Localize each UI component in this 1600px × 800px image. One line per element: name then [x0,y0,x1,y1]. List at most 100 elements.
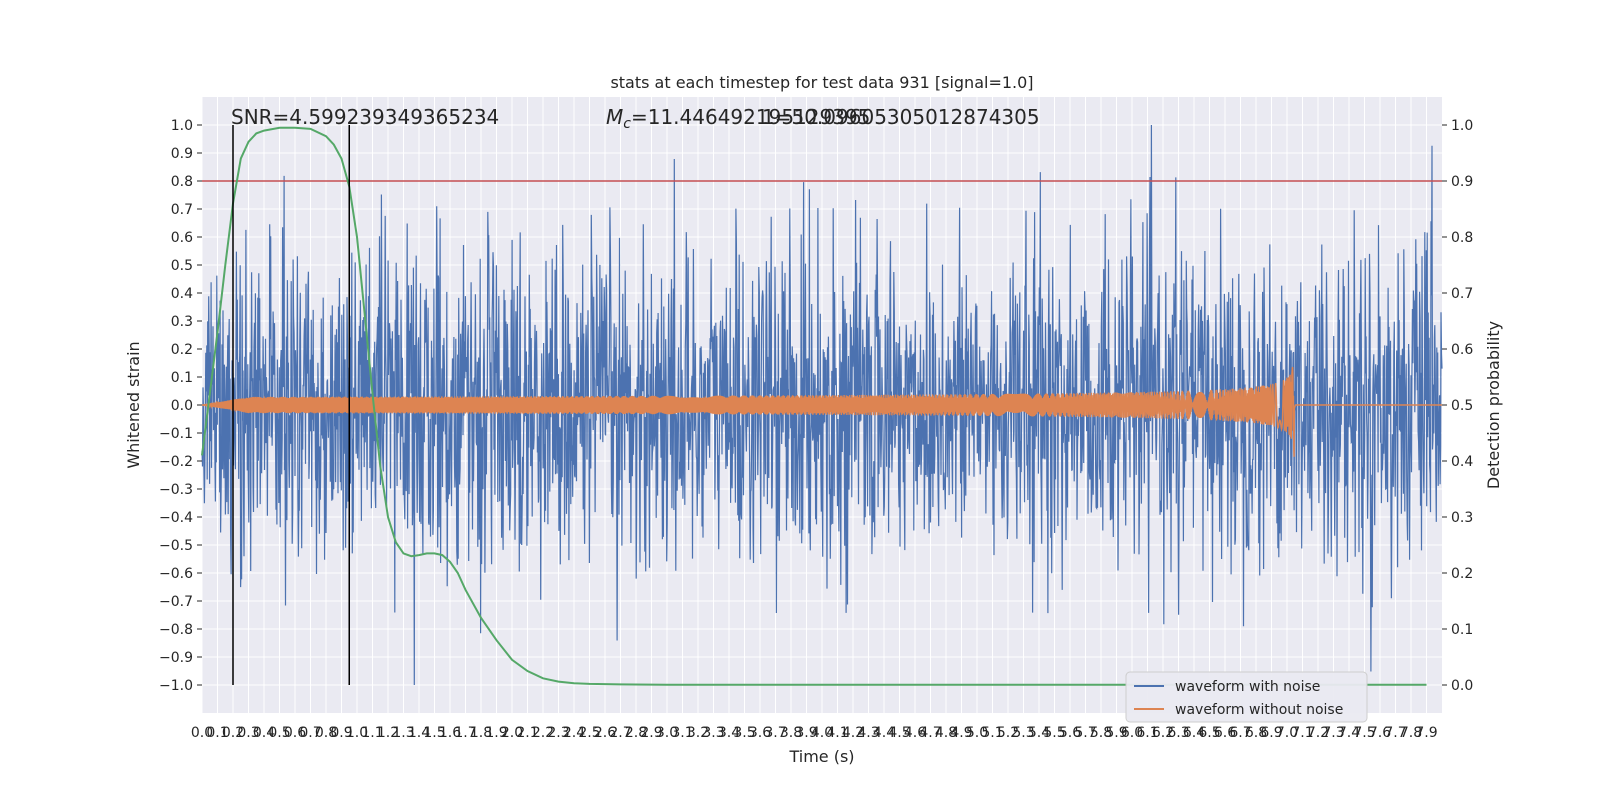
x-tick-label: 7.9 [1415,725,1437,741]
x-tick-label: 2.3 [547,725,569,741]
x-tick-label: 3.7 [764,725,786,741]
series-waveform-without-noise [202,366,1442,457]
chirp-mass-subscript: c [623,116,631,132]
y-tick-label: 0.1 [171,370,193,386]
chart-title: stats at each timestep for test data 931… [610,73,1033,92]
y-tick-label: −0.9 [159,650,193,666]
x-tick-label: 5.7 [1074,725,1096,741]
x-tick-label: 2.9 [640,725,662,741]
x-tick-label: 5.0 [966,725,988,741]
x-tick-label: 6.9 [1260,725,1282,741]
x-tick-label: 1.5 [423,725,445,741]
x-tick-label: 5.8 [1090,725,1112,741]
x-tick-label: 5.1 [981,725,1003,741]
x-tick-label: 1.3 [392,725,414,741]
y2-tick-label: 0.9 [1451,174,1473,190]
y-tick-label: −0.6 [159,566,193,582]
series-detection-probability [201,126,1427,686]
y-tick-label: −0.2 [159,454,193,470]
x-tick-label: 3.2 [687,725,709,741]
y2-tick-label: 0.6 [1451,342,1473,358]
x-tick-label: 6.0 [1121,725,1143,741]
y-tick-label: −0.1 [159,426,193,442]
x-tick-label: 5.9 [1105,725,1127,741]
series-waveform-with-noise [201,124,1443,686]
y-tick-label: 0.4 [171,286,193,302]
y-tick-label: 0.7 [171,202,193,218]
x-tick-label: 6.2 [1152,725,1174,741]
y-axis-ticks: 1.0 0.9 0.8 0.7 0.6 0.5 0.4 0.3 0.2 0.1 0.0 −0.1 −0.… [159,118,202,694]
y-tick-label: 0.3 [171,314,193,330]
y-tick-label: −1.0 [159,678,193,694]
x-tick-label: 6.7 [1229,725,1251,741]
detection-window-lines [232,125,350,685]
x-tick-label: 1.0 [346,725,368,741]
legend-label-noise: waveform with noise [1175,679,1320,695]
x-tick-label: 0.5 [268,725,290,741]
x-tick-label: 3.1 [671,725,693,741]
x-tick-label: 7.3 [1322,725,1344,741]
y-tick-label: 0.6 [171,230,193,246]
x-tick-label: 7.5 [1353,725,1375,741]
x-tick-label: 7.4 [1338,725,1360,741]
y-tick-label: 0.0 [171,398,193,414]
x-tick-label: 2.1 [516,725,538,741]
x-tick-label: 0.3 [237,725,259,741]
x-tick-label: 7.7 [1384,725,1406,741]
y2-tick-label: 0.8 [1451,230,1473,246]
y-axis-label: Whitened strain [124,341,143,468]
snr-annotation: SNR=4.599239349365234 [231,105,499,129]
x-tick-label: 4.7 [919,725,941,741]
x-tick-label: 7.6 [1369,725,1391,741]
x-tick-label: 4.3 [857,725,879,741]
y2-tick-label: 0.4 [1451,454,1473,470]
x-tick-label: 4.8 [935,725,957,741]
x-tick-label: 4.2 [842,725,864,741]
x-tick-label: 1.2 [377,725,399,741]
x-tick-label: 5.2 [997,725,1019,741]
y2-tick-label: 0.3 [1451,510,1473,526]
probability-trace [201,126,1427,686]
x-tick-label: 0.7 [299,725,321,741]
x-tick-label: 3.3 [702,725,724,741]
x-tick-label: 7.1 [1291,725,1313,741]
x-tick-label: 6.8 [1245,725,1267,741]
x-tick-label: 0.2 [222,725,244,741]
x-tick-label: 6.6 [1214,725,1236,741]
x-tick-label: 4.4 [873,725,895,741]
x-tick-label: 1.9 [485,725,507,741]
clean-trace [202,366,1442,457]
y-tick-label: 0.9 [171,146,193,162]
x-tick-label: 0.9 [330,725,352,741]
x-tick-label: 1.4 [408,725,430,741]
x-tick-label: 2.6 [594,725,616,741]
y-tick-label: −0.5 [159,538,193,554]
x-tick-label: 2.0 [501,725,523,741]
x-tick-label: 4.1 [826,725,848,741]
x-tick-label: 0.4 [253,725,275,741]
x-tick-label: 3.9 [795,725,817,741]
x-tick-label: 0.0 [191,725,213,741]
x-tick-label: 3.6 [749,725,771,741]
x-tick-label: 7.8 [1400,725,1422,741]
x-tick-label: 6.1 [1136,725,1158,741]
x-tick-label: 2.5 [578,725,600,741]
x-tick-label: 3.0 [656,725,678,741]
x-tick-label: 5.3 [1012,725,1034,741]
x-tick-label: 4.6 [904,725,926,741]
noise-trace [201,124,1443,686]
y2-tick-label: 0.1 [1451,622,1473,638]
y-tick-label: −0.3 [159,482,193,498]
x-tick-label: 6.3 [1167,725,1189,741]
x-tick-label: 2.4 [563,725,585,741]
y-tick-label: −0.4 [159,510,193,526]
y-tick-label: 0.5 [171,258,193,274]
chirp-mass-value: =11.446492195129395 [631,105,870,129]
x-tick-label: 1.7 [454,725,476,741]
y2-tick-label: 0.2 [1451,566,1473,582]
x-tick-label: 0.8 [315,725,337,741]
x-tick-label: 6.5 [1198,725,1220,741]
x-tick-label: 3.5 [733,725,755,741]
x-tick-label: 1.6 [439,725,461,741]
y2-tick-label: 0.5 [1451,398,1473,414]
